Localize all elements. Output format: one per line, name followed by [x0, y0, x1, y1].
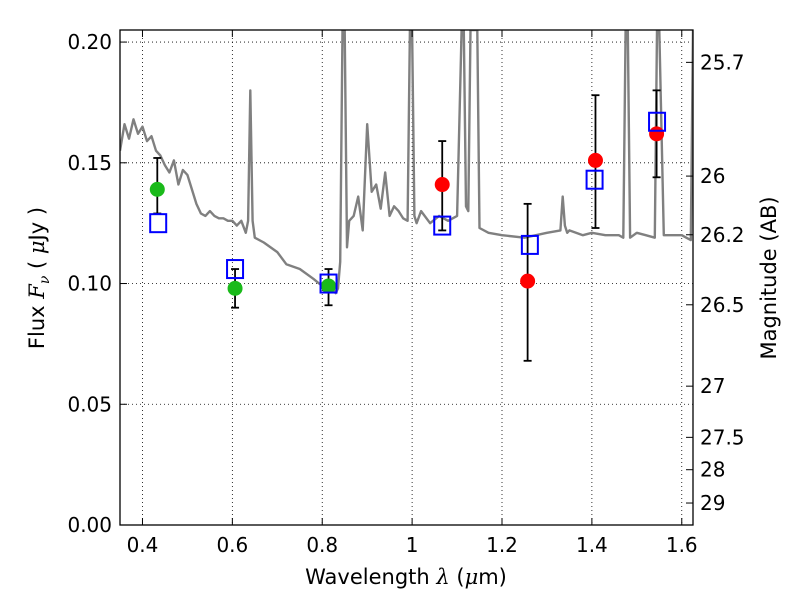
x-tick-label: 1 [406, 533, 419, 557]
x-tick-label: 0.4 [127, 533, 159, 557]
model-photometry-square [226, 259, 245, 280]
data-point-green [149, 181, 165, 197]
model-photometry-square [648, 111, 667, 132]
mag-tick-label: 26.5 [700, 293, 745, 317]
x-tick-label: 0.6 [216, 533, 248, 557]
data-point-red [520, 273, 536, 289]
mag-tick-label: 26 [700, 164, 725, 188]
y-tick-label: 0.10 [67, 272, 112, 296]
mag-tick-label: 27.5 [700, 425, 745, 449]
x-tick-label: 1.6 [666, 533, 698, 557]
mag-tick-label: 28 [700, 458, 725, 482]
model-photometry-square [585, 169, 604, 190]
x-tick-label: 0.8 [306, 533, 338, 557]
model-spectrum [120, 30, 693, 295]
model-photometry-square [520, 234, 539, 255]
model-spectrum-line [120, 30, 693, 295]
data-point-green [227, 280, 243, 296]
plot-frame [119, 29, 694, 526]
data-points [149, 89, 667, 362]
model-photometry-square [149, 213, 168, 234]
data-point-red [649, 126, 665, 142]
mag-tick-label: 26.2 [700, 223, 745, 247]
y-tick-label: 0.05 [67, 392, 112, 416]
data-point-green [321, 278, 337, 294]
x-tick-label: 1.4 [576, 533, 608, 557]
y-tick-label: 0.20 [67, 30, 112, 54]
model-photometry-square [433, 215, 452, 236]
y-tick-label: 0.00 [67, 513, 112, 537]
right-axis-label: Magnitude (AB) [757, 196, 781, 359]
x-tick-label: 1.2 [486, 533, 518, 557]
data-point-red [587, 152, 603, 168]
mag-tick-label: 29 [700, 491, 725, 515]
mag-tick-label: 25.7 [700, 50, 745, 74]
model-photometry-square [319, 273, 338, 294]
plot-area [120, 30, 693, 362]
y-tick-label: 0.15 [67, 151, 112, 175]
axis-ticks: 0.4 0.6 0.8 1 1.2 1.4 1.6 0.00 0.05 0.10 0.15 0.20 2… [67, 30, 745, 557]
x-axis-label: Wavelength λ (μm) [305, 565, 507, 589]
mag-tick-label: 27 [700, 374, 725, 398]
y-axis-label: Flux Fν ( μJy ) [25, 207, 53, 349]
data-point-red [434, 177, 450, 193]
grid-lines [120, 30, 693, 526]
